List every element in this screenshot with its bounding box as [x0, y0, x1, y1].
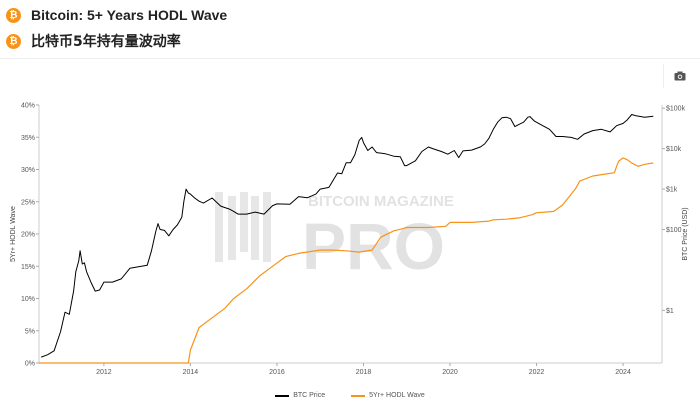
y-tick-label: 40% — [21, 103, 35, 110]
x-tick-label: 2018 — [356, 369, 372, 376]
x-tick-label: 2022 — [529, 369, 545, 376]
x-tick-label: 2020 — [442, 369, 458, 376]
watermark-bar — [240, 192, 248, 252]
y-tick-label: 35% — [21, 135, 35, 142]
chart-axes: 0% 5% 10% 15% 20% 25% 30% 35% 40% 2012 2014 2016 201… — [10, 103, 689, 377]
legend-item-hodl-wave[interactable]: 5Yr+ HODL Wave — [351, 392, 425, 399]
x-tick-label: 2012 — [96, 369, 112, 376]
y2-tick-label: $100 — [666, 227, 682, 234]
x-tick-label: 2024 — [615, 369, 631, 376]
bitcoin-icon: ₿ — [6, 33, 21, 49]
camera-icon — [674, 71, 686, 81]
series-line-btc-price — [41, 114, 654, 358]
watermark-bar — [228, 196, 236, 260]
series-line-hodl-wave — [39, 157, 654, 364]
legend-swatch-btc-price — [275, 394, 290, 397]
y-tick-label: 30% — [21, 167, 35, 174]
chart-title-en: Bitcoin: 5+ Years HODL Wave — [31, 7, 228, 23]
y-tick-label: 15% — [21, 264, 35, 271]
y2-tick-label: $100k — [666, 106, 686, 113]
y-tick-label: 20% — [21, 232, 35, 239]
y-tick-label: 0% — [25, 361, 35, 368]
chart-series — [39, 114, 654, 364]
y2-axis-title: BTC Price (USD) — [682, 207, 689, 260]
watermark-bar — [215, 192, 223, 262]
y2-tick-label: $10k — [666, 146, 682, 153]
y-tick-label: 10% — [21, 296, 35, 303]
title-row-cn: ₿ 比特币5年持有量波动率 — [6, 31, 181, 51]
legend-item-btc-price[interactable]: BTC Price — [275, 392, 325, 399]
title-row-en: ₿ Bitcoin: 5+ Years HODL Wave — [6, 7, 227, 23]
y-axis-title: 5Yr+ HODL Wave — [10, 206, 17, 262]
bitcoin-icon: ₿ — [6, 7, 21, 23]
y2-tick-label: $1 — [666, 308, 674, 315]
y2-tick-label: $1k — [666, 187, 678, 194]
camera-button[interactable] — [666, 66, 694, 86]
y-tick-label: 25% — [21, 199, 35, 206]
header-divider — [0, 58, 700, 59]
legend-label-hodl-wave: 5Yr+ HODL Wave — [369, 392, 425, 399]
legend-swatch-hodl-wave — [351, 394, 366, 397]
watermark-bar — [263, 192, 271, 262]
legend-label-btc-price: BTC Price — [293, 392, 326, 399]
x-tick-label: 2016 — [269, 369, 285, 376]
watermark-bar — [251, 196, 259, 260]
watermark-line1: BITCOIN MAGAZINE — [308, 193, 454, 210]
chart-legend: BTC Price 5Yr+ HODL Wave — [0, 392, 700, 399]
watermark-line2: PRO — [302, 209, 445, 283]
toolbar-divider — [663, 64, 664, 88]
y-tick-label: 5% — [25, 328, 35, 335]
chart-title-cn: 比特币5年持有量波动率 — [31, 34, 181, 50]
x-tick-label: 2014 — [183, 369, 199, 376]
